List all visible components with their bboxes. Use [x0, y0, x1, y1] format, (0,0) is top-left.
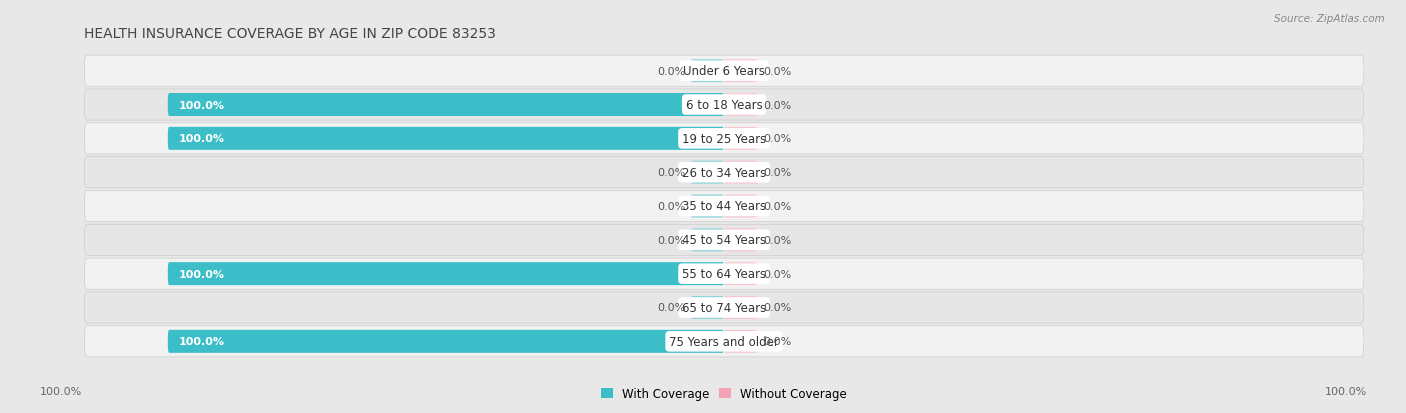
Text: 0.0%: 0.0%	[657, 235, 685, 245]
Text: 0.0%: 0.0%	[763, 66, 792, 76]
FancyBboxPatch shape	[84, 259, 1364, 290]
FancyBboxPatch shape	[724, 296, 758, 319]
FancyBboxPatch shape	[84, 326, 1364, 357]
FancyBboxPatch shape	[724, 60, 758, 83]
FancyBboxPatch shape	[84, 191, 1364, 222]
FancyBboxPatch shape	[84, 123, 1364, 154]
Text: Under 6 Years: Under 6 Years	[683, 65, 765, 78]
Legend: With Coverage, Without Coverage: With Coverage, Without Coverage	[596, 382, 852, 405]
Text: 0.0%: 0.0%	[657, 168, 685, 178]
Text: 55 to 64 Years: 55 to 64 Years	[682, 268, 766, 280]
Text: 0.0%: 0.0%	[763, 337, 792, 347]
Text: 75 Years and older: 75 Years and older	[669, 335, 779, 348]
Text: 35 to 44 Years: 35 to 44 Years	[682, 200, 766, 213]
Text: 0.0%: 0.0%	[763, 202, 792, 211]
Text: 0.0%: 0.0%	[657, 66, 685, 76]
FancyBboxPatch shape	[84, 90, 1364, 121]
Text: 100.0%: 100.0%	[1324, 387, 1367, 396]
Text: 65 to 74 Years: 65 to 74 Years	[682, 301, 766, 314]
Text: 6 to 18 Years: 6 to 18 Years	[686, 99, 762, 112]
Text: 26 to 34 Years: 26 to 34 Years	[682, 166, 766, 179]
Text: 0.0%: 0.0%	[763, 303, 792, 313]
FancyBboxPatch shape	[690, 229, 724, 252]
Text: 100.0%: 100.0%	[179, 100, 225, 110]
Text: Source: ZipAtlas.com: Source: ZipAtlas.com	[1274, 14, 1385, 24]
Text: 0.0%: 0.0%	[657, 303, 685, 313]
FancyBboxPatch shape	[690, 161, 724, 184]
FancyBboxPatch shape	[690, 296, 724, 319]
FancyBboxPatch shape	[724, 263, 758, 285]
Text: 0.0%: 0.0%	[763, 100, 792, 110]
Text: 0.0%: 0.0%	[763, 134, 792, 144]
FancyBboxPatch shape	[167, 128, 724, 150]
FancyBboxPatch shape	[724, 94, 758, 117]
FancyBboxPatch shape	[690, 195, 724, 218]
FancyBboxPatch shape	[167, 94, 724, 117]
Text: 45 to 54 Years: 45 to 54 Years	[682, 234, 766, 247]
Text: 19 to 25 Years: 19 to 25 Years	[682, 133, 766, 145]
FancyBboxPatch shape	[167, 263, 724, 285]
Text: 0.0%: 0.0%	[763, 235, 792, 245]
Text: 0.0%: 0.0%	[763, 269, 792, 279]
FancyBboxPatch shape	[84, 225, 1364, 256]
Text: 100.0%: 100.0%	[179, 269, 225, 279]
FancyBboxPatch shape	[724, 161, 758, 184]
FancyBboxPatch shape	[84, 56, 1364, 87]
Text: 100.0%: 100.0%	[179, 337, 225, 347]
FancyBboxPatch shape	[724, 330, 758, 353]
FancyBboxPatch shape	[84, 157, 1364, 188]
Text: 0.0%: 0.0%	[763, 168, 792, 178]
FancyBboxPatch shape	[690, 60, 724, 83]
Text: 100.0%: 100.0%	[39, 387, 82, 396]
Text: 0.0%: 0.0%	[657, 202, 685, 211]
FancyBboxPatch shape	[724, 128, 758, 150]
FancyBboxPatch shape	[724, 229, 758, 252]
Text: HEALTH INSURANCE COVERAGE BY AGE IN ZIP CODE 83253: HEALTH INSURANCE COVERAGE BY AGE IN ZIP …	[84, 27, 496, 41]
FancyBboxPatch shape	[84, 292, 1364, 323]
FancyBboxPatch shape	[167, 330, 724, 353]
Text: 100.0%: 100.0%	[179, 134, 225, 144]
FancyBboxPatch shape	[724, 195, 758, 218]
